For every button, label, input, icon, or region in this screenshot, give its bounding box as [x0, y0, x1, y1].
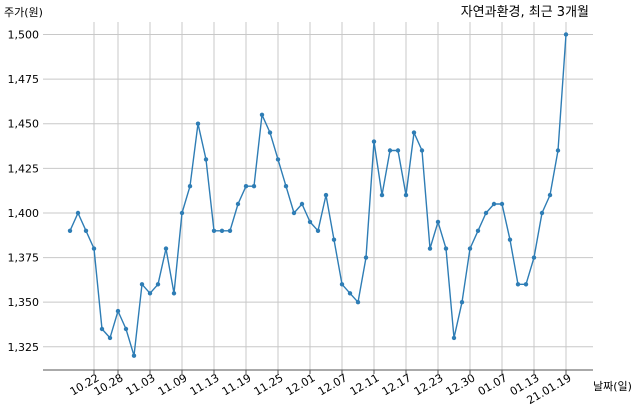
data-point	[83, 228, 89, 233]
data-point	[315, 228, 321, 233]
data-point	[195, 121, 201, 126]
data-point	[347, 291, 353, 296]
x-tick-label: 12.11	[348, 371, 382, 398]
grid	[43, 22, 593, 370]
data-point	[443, 246, 449, 251]
data-point	[227, 228, 233, 233]
data-point	[491, 201, 497, 207]
x-tick-label: 11.25	[252, 371, 286, 398]
data-point	[219, 228, 225, 233]
data-point	[483, 210, 489, 216]
data-point	[371, 139, 377, 144]
data-point	[539, 210, 545, 216]
data-point	[435, 219, 441, 225]
y-tick-label: 1,475	[8, 73, 40, 86]
data-point	[467, 246, 473, 251]
y-tick-label: 1,450	[8, 118, 40, 131]
data-point	[251, 184, 257, 189]
data-point	[131, 353, 137, 358]
price-line	[69, 34, 567, 357]
data-point	[115, 308, 121, 314]
y-tick-label: 1,400	[8, 207, 40, 220]
x-tick-label: 12.17	[380, 371, 414, 398]
data-point	[363, 255, 369, 260]
data-point	[299, 201, 305, 207]
data-point	[235, 201, 241, 207]
data-point	[563, 32, 569, 37]
data-point	[459, 300, 465, 305]
x-tick-label: 12.07	[316, 371, 350, 398]
data-point	[531, 255, 537, 260]
data-point	[323, 192, 329, 198]
data-point	[99, 326, 105, 332]
data-point	[451, 335, 457, 341]
data-point	[123, 326, 129, 332]
data-point	[331, 237, 337, 242]
data-point	[155, 282, 161, 287]
x-tick-label: 11.13	[188, 371, 222, 398]
y-tick-label: 1,425	[8, 162, 40, 175]
data-point	[267, 130, 273, 135]
y-axis-label: 주가(원)	[4, 6, 43, 19]
x-tick-label: 11.03	[124, 371, 158, 398]
data-point	[91, 246, 97, 251]
chart-title: 자연과환경, 최근 3개월	[461, 5, 589, 20]
data-point	[107, 335, 113, 341]
x-tick-labels: 10.2210.2811.0311.0911.1311.1911.2512.01…	[68, 371, 574, 407]
x-tick-label: 01.07	[476, 371, 510, 398]
data-point	[187, 184, 193, 189]
data-point	[179, 210, 185, 216]
data-point	[139, 282, 145, 287]
data-point	[75, 210, 81, 216]
y-tick-label: 1,350	[8, 296, 40, 309]
data-point	[307, 219, 313, 225]
axes	[43, 369, 593, 374]
x-tick-label: 12.30	[444, 371, 478, 398]
data-point	[387, 148, 393, 153]
data-point	[507, 237, 513, 242]
data-point	[547, 192, 553, 198]
data-points	[67, 32, 569, 358]
data-point	[523, 282, 529, 287]
data-point	[395, 148, 401, 153]
data-point	[291, 210, 297, 216]
x-tick-label: 11.19	[220, 371, 254, 398]
data-point	[203, 157, 209, 162]
data-point	[555, 148, 561, 153]
data-point	[427, 246, 433, 251]
data-point	[411, 130, 417, 135]
y-tick-label: 1,325	[8, 341, 40, 354]
data-point	[259, 112, 265, 118]
data-point	[339, 282, 345, 287]
data-point	[515, 282, 521, 287]
data-point	[147, 291, 153, 296]
data-point	[243, 184, 249, 189]
data-point	[379, 192, 385, 198]
y-tick-label: 1,500	[8, 28, 40, 41]
x-tick-label: 12.01	[284, 371, 318, 398]
data-point	[355, 300, 361, 305]
x-tick-label: 12.23	[412, 371, 446, 398]
x-tick-label: 11.09	[156, 371, 190, 398]
x-axis-label: 날짜(일)	[593, 379, 632, 393]
data-point	[283, 184, 289, 189]
data-point	[163, 246, 169, 251]
data-point	[475, 228, 481, 233]
data-point	[275, 157, 281, 162]
data-point	[499, 201, 505, 207]
y-tick-label: 1,375	[8, 252, 40, 265]
data-point	[419, 148, 425, 153]
data-point	[67, 228, 73, 233]
data-point	[211, 228, 217, 233]
series-line	[69, 34, 567, 357]
data-point	[403, 192, 409, 198]
y-tick-labels: 1,325 1,350 1,375 1,400 1,425 1,450 1,475 1,500	[8, 28, 40, 353]
data-point	[171, 291, 177, 296]
